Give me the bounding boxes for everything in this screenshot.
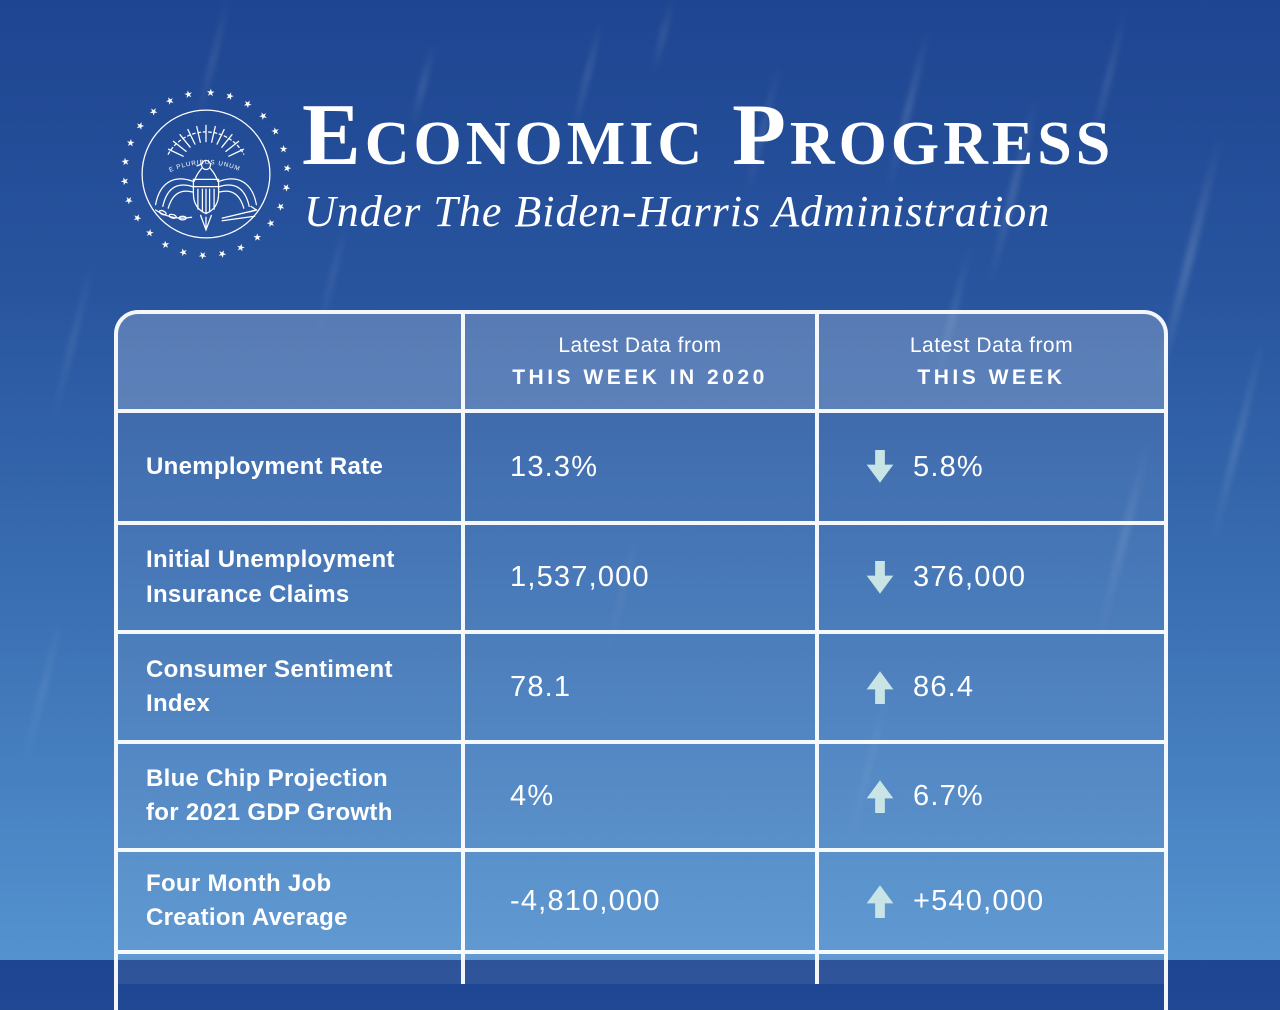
- value-2020: 4%: [465, 744, 819, 848]
- header-cell-thisweek: Latest Data from THIS WEEK: [819, 314, 1164, 409]
- arrows-bundle: [221, 205, 258, 222]
- table-row-job-creation: Four Month Job Creation Average -4,810,0…: [118, 852, 1164, 954]
- arrow-down-icon: [866, 560, 894, 594]
- value-2020: -4,810,000: [465, 852, 819, 950]
- row-label: Unemployment Rate: [118, 413, 465, 521]
- seal-inner-circle: [141, 109, 271, 239]
- header-cell-empty: [118, 314, 465, 409]
- value-now: 6.7%: [819, 744, 1164, 848]
- glory-rays: [167, 124, 245, 157]
- table-row-clipped: [118, 954, 1164, 984]
- header-line2: THIS WEEK IN 2020: [512, 365, 768, 389]
- page-title: Economic Progress: [302, 87, 1115, 184]
- table-header-row: Latest Data from THIS WEEK IN 2020 Lates…: [118, 314, 1164, 413]
- arrow-down-icon: [866, 450, 894, 483]
- value-now: 5.8%: [819, 413, 1164, 521]
- eagle: [154, 159, 258, 232]
- arrow-up-icon: [866, 885, 894, 918]
- value-now-text: 5.8%: [913, 450, 984, 483]
- olive-branch: [154, 209, 193, 219]
- economic-data-table: Latest Data from THIS WEEK IN 2020 Lates…: [114, 310, 1168, 1010]
- value-now: 86.4: [819, 634, 1164, 740]
- table-row-initial-claims: Initial Unemployment Insurance Claims 1,…: [118, 525, 1164, 634]
- value-2020: 1,537,000: [465, 525, 819, 630]
- row-label: Blue Chip Projection for 2021 GDP Growth: [118, 744, 465, 848]
- table-row-unemployment-rate: Unemployment Rate 13.3% 5.8%: [118, 413, 1164, 525]
- value-now-text: +540,000: [913, 884, 1045, 917]
- value-now: 376,000: [819, 525, 1164, 630]
- value-now-text: 86.4: [913, 670, 975, 703]
- header-cell-2020: Latest Data from THIS WEEK IN 2020: [465, 314, 819, 409]
- table-row-consumer-sentiment: Consumer Sentiment Index 78.1 86.4: [118, 634, 1164, 744]
- value-2020: 78.1: [465, 634, 819, 740]
- value-2020: 13.3%: [465, 413, 819, 521]
- page-subtitle: Under The Biden-Harris Administration: [304, 187, 1051, 236]
- row-label: Initial Unemployment Insurance Claims: [118, 525, 465, 630]
- header-line2: THIS WEEK: [917, 365, 1066, 389]
- row-label: Consumer Sentiment Index: [118, 634, 465, 740]
- eagle-tail: [199, 214, 213, 232]
- header-line1: Latest Data from: [558, 333, 722, 357]
- arrow-up-icon: [866, 671, 894, 704]
- arrow-up-icon: [866, 780, 894, 813]
- value-now: +540,000: [819, 852, 1164, 950]
- table-row-gdp-projection: Blue Chip Projection for 2021 GDP Growth…: [118, 744, 1164, 852]
- value-now-text: 376,000: [913, 561, 1027, 593]
- header-line1: Latest Data from: [909, 333, 1074, 357]
- presidential-seal-icon: ★ ★ ★ ★ ★ ★ ★ ★ ★ ★ ★ ★ ★ ★ ★ ★ ★ ★ ★ ★ …: [116, 84, 289, 261]
- value-now-text: 6.7%: [913, 779, 984, 812]
- row-label: Four Month Job Creation Average: [118, 852, 465, 950]
